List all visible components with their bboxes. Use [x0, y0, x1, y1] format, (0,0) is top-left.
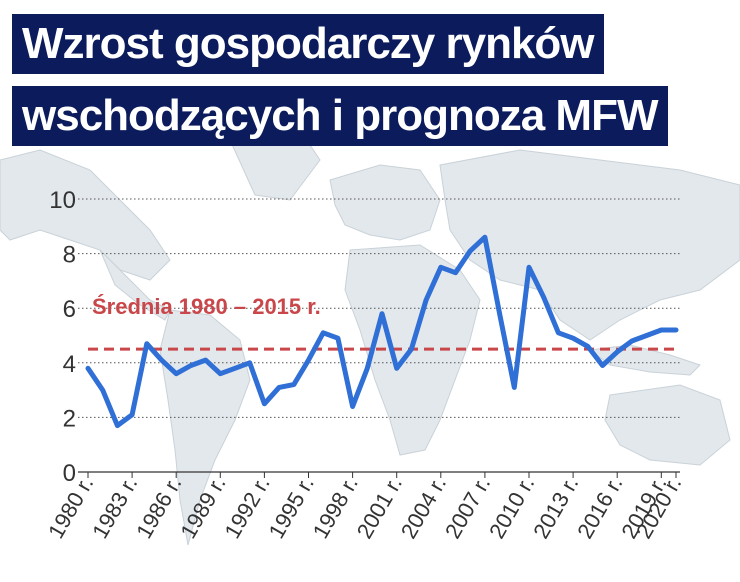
data-point: [615, 349, 620, 354]
y-tick-label: 4: [63, 351, 76, 378]
data-point: [188, 363, 193, 368]
map-asia: [439, 149, 740, 341]
y-axis-ticks: 0 2 4 6 8 10: [49, 187, 76, 487]
data-point: [394, 366, 399, 371]
data-point: [585, 344, 590, 349]
y-tick-label: 10: [49, 187, 76, 214]
data-point: [159, 358, 164, 363]
data-point: [262, 401, 267, 406]
y-tick-label: 0: [63, 460, 76, 487]
data-point: [600, 363, 605, 368]
data-point: [233, 366, 237, 371]
growth-series-line: [85, 234, 679, 429]
data-point: [438, 265, 443, 270]
data-point: [247, 360, 252, 365]
data-point: [203, 358, 208, 363]
chart-title-line-1: Wzrost gospodarczy rynków: [12, 14, 604, 74]
map-australia: [604, 384, 731, 466]
data-point: [468, 248, 473, 253]
data-point: [556, 330, 561, 335]
data-point: [453, 270, 458, 275]
data-point: [644, 333, 649, 338]
data-point: [571, 336, 576, 341]
data-point: [482, 235, 487, 240]
data-point: [130, 412, 135, 417]
data-point: [306, 358, 311, 363]
data-point: [424, 298, 429, 303]
chart-title-line-2: wschodzących i prognoza MFW: [12, 86, 668, 146]
data-point: [218, 371, 223, 376]
data-point: [321, 330, 326, 335]
y-tick-label: 8: [63, 242, 76, 269]
data-point: [335, 336, 340, 341]
grid-lines: [78, 198, 680, 473]
data-point: [541, 295, 546, 300]
y-tick-label: 6: [63, 296, 76, 323]
data-point: [86, 366, 90, 371]
data-point: [629, 338, 634, 343]
data-point: [277, 385, 282, 390]
average-line-group: Średnia 1980 – 2015 r.: [88, 294, 676, 351]
average-label: Średnia 1980 – 2015 r.: [92, 294, 321, 319]
data-point: [100, 388, 105, 393]
data-point: [409, 347, 414, 352]
map-europe: [329, 164, 441, 241]
growth-series: [85, 234, 679, 429]
data-point: [497, 311, 502, 316]
x-axis-ticks: 1980 r.1983 r.1986 r.1989 r.1992 r.1995 …: [43, 472, 686, 543]
data-point: [365, 366, 370, 371]
data-point: [674, 328, 678, 333]
data-point: [174, 371, 179, 376]
data-point: [527, 265, 531, 270]
map-north-america: [0, 149, 171, 281]
map-central-america: [99, 249, 171, 321]
data-point: [144, 341, 149, 346]
data-point: [380, 311, 384, 316]
y-tick-label: 2: [63, 405, 76, 432]
data-point: [659, 328, 664, 333]
data-point: [350, 404, 355, 409]
data-point: [291, 382, 296, 387]
data-point: [115, 423, 120, 428]
data-point: [512, 385, 517, 390]
